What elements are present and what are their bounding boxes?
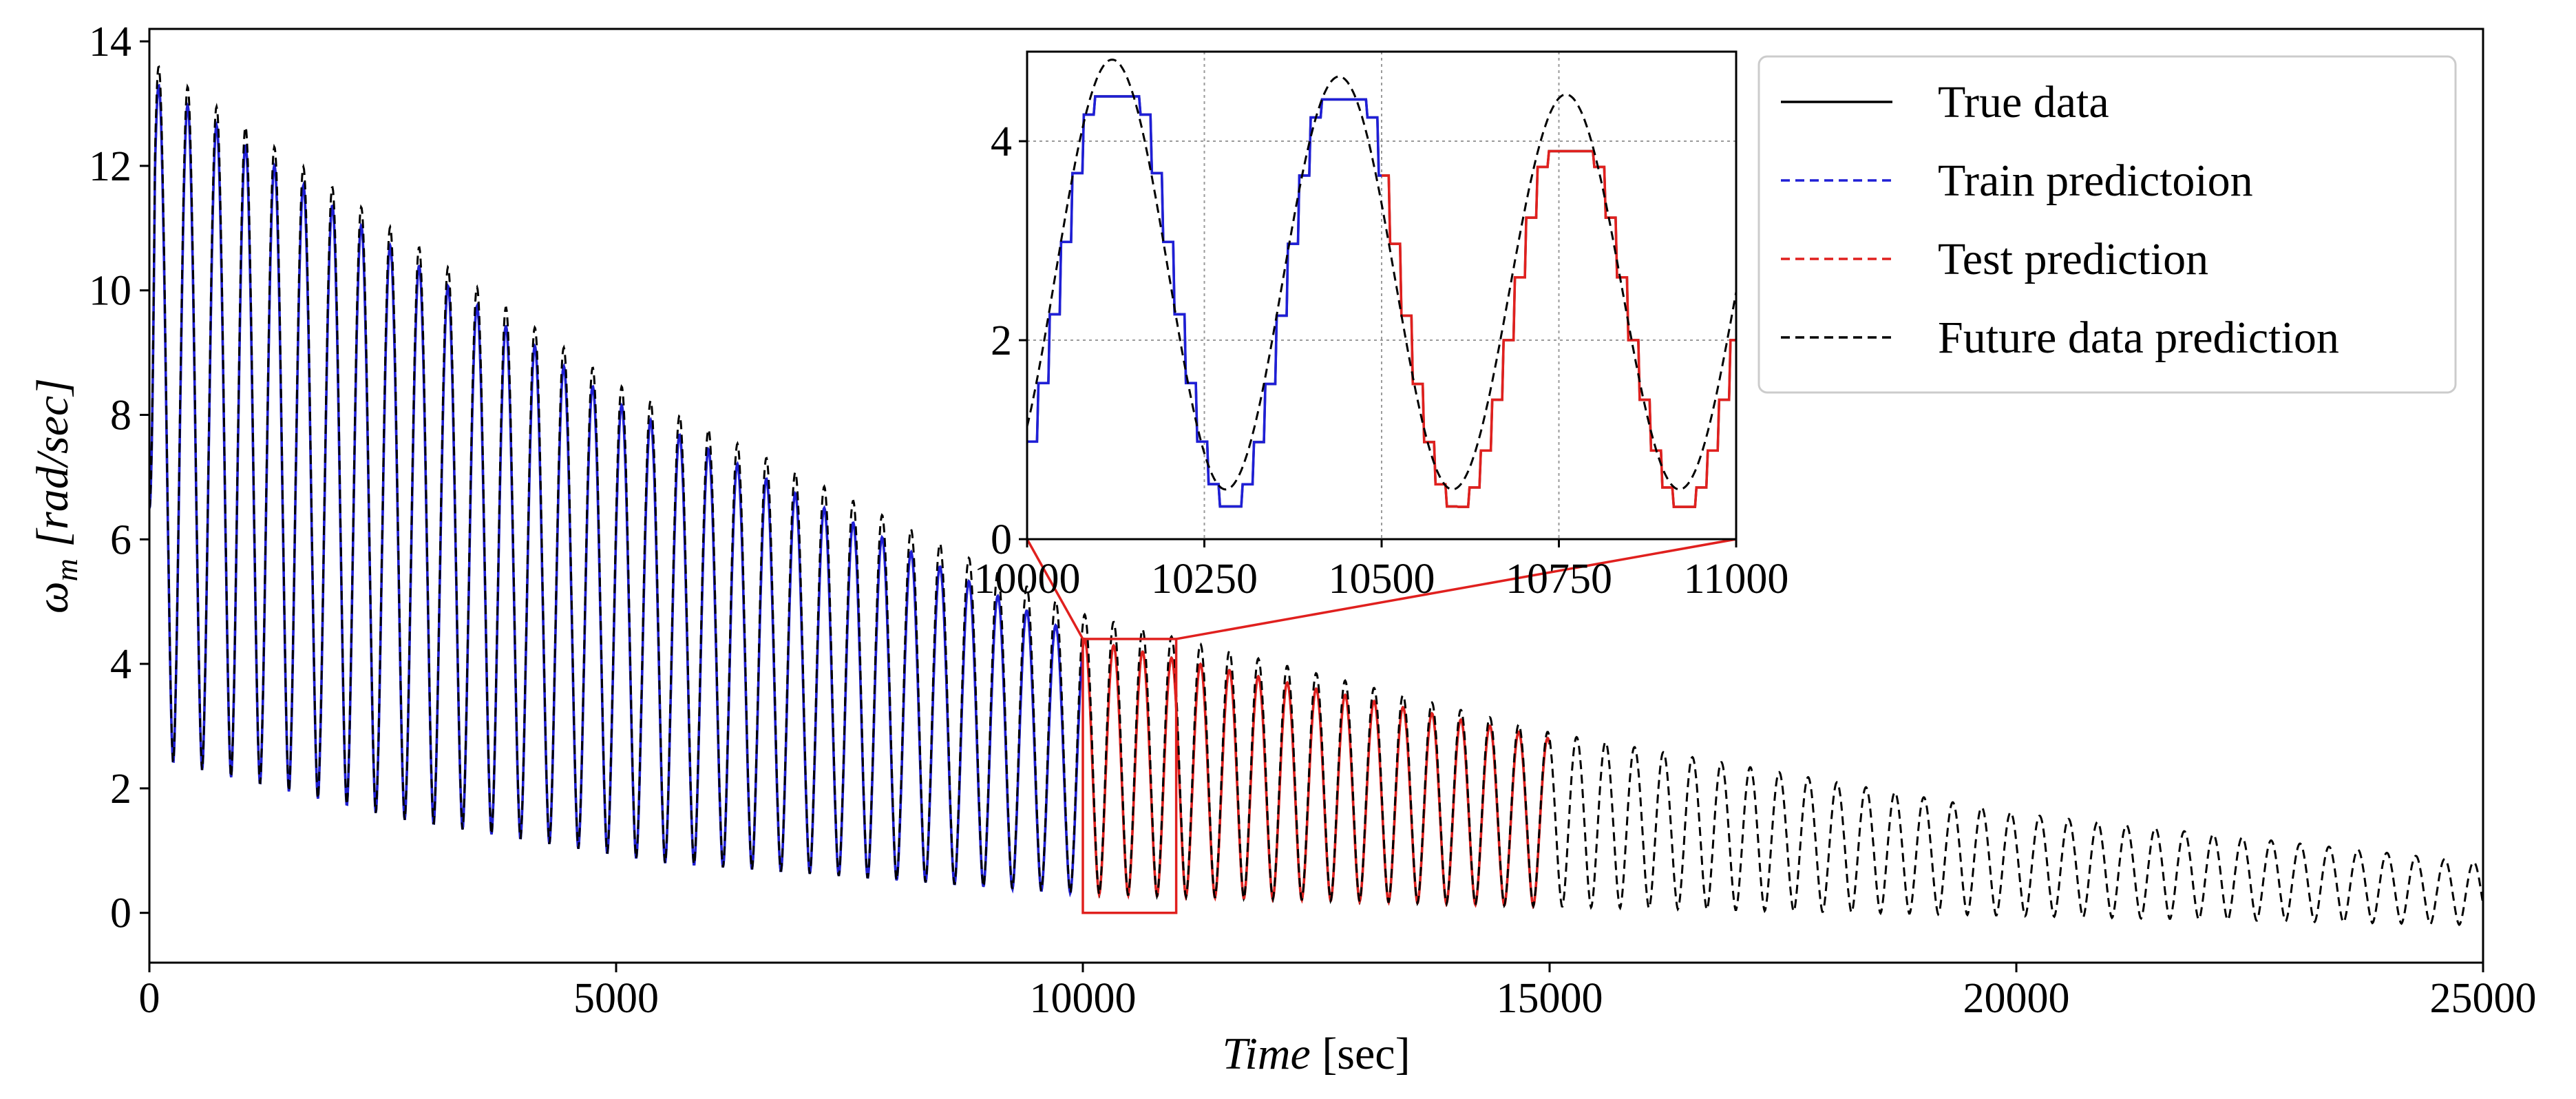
legend-item-train-prediction: Train predictoion xyxy=(1781,156,2253,206)
x-tick-label: 10000 xyxy=(1030,975,1137,1022)
y-axis-label: ωm [rad/sec] xyxy=(28,378,84,614)
inset-x-tick-label: 10250 xyxy=(1151,556,1258,603)
inset-series-future-prediction xyxy=(1027,59,1736,491)
y-axis-ticks: 0 2 4 6 8 10 12 14 xyxy=(89,19,149,937)
legend-box xyxy=(1757,55,2457,394)
series-future-prediction xyxy=(149,65,2483,926)
y-tick-label: 12 xyxy=(89,143,131,190)
y-tick-label: 0 xyxy=(110,890,131,937)
y-tick-label: 14 xyxy=(89,19,131,65)
inset-x-tick-label: 11000 xyxy=(1684,556,1789,603)
x-axis-label: Time [sec] xyxy=(1222,1029,1410,1079)
x-tick-label: 0 xyxy=(139,975,160,1022)
y-tick-label: 8 xyxy=(110,392,131,439)
legend-item-future-prediction: Future data prediction xyxy=(1781,313,2339,363)
legend: True data Train predictoion Test predict… xyxy=(1757,55,2457,394)
legend-label-true-data: True data xyxy=(1938,77,2109,127)
inset-y-tick-label: 2 xyxy=(991,317,1012,364)
x-tick-label: 5000 xyxy=(573,975,659,1022)
x-tick-label: 25000 xyxy=(2430,975,2537,1022)
inset-x-tick-label: 10000 xyxy=(974,556,1081,603)
legend-item-true-data: True data xyxy=(1781,77,2109,127)
y-tick-label: 6 xyxy=(110,516,131,563)
legend-item-test-prediction: Test prediction xyxy=(1781,234,2208,284)
zoom-connector-left xyxy=(1026,538,1084,640)
legend-label-test-prediction: Test prediction xyxy=(1938,234,2208,284)
inset-y-tick-label: 0 xyxy=(991,516,1012,563)
main-plot-frame xyxy=(148,28,2484,964)
inset-x-tick-label: 10750 xyxy=(1506,556,1612,603)
inset-x-axis-ticks: 10000 10250 10500 10750 11000 xyxy=(974,539,1789,603)
inset-series-test-prediction xyxy=(1382,149,1736,508)
x-tick-label: 20000 xyxy=(1963,975,2070,1022)
legend-label-train-prediction: Train predictoion xyxy=(1938,156,2253,206)
x-axis-ticks: 0 5000 10000 15000 20000 25000 xyxy=(139,963,2537,1022)
zoom-connector-right xyxy=(1176,538,1737,640)
legend-label-future-prediction: Future data prediction xyxy=(1938,313,2339,363)
y-tick-label: 2 xyxy=(110,766,131,813)
y-tick-label: 10 xyxy=(89,268,131,315)
y-tick-label: 4 xyxy=(110,641,131,688)
inset-y-tick-label: 4 xyxy=(991,118,1012,165)
zoom-region-box xyxy=(1081,638,1178,914)
inset-x-tick-label: 10500 xyxy=(1329,556,1435,603)
x-tick-label: 15000 xyxy=(1497,975,1603,1022)
inset-series-train-prediction xyxy=(1027,95,1382,508)
inset-y-axis-ticks: 0 2 4 xyxy=(991,118,1027,563)
